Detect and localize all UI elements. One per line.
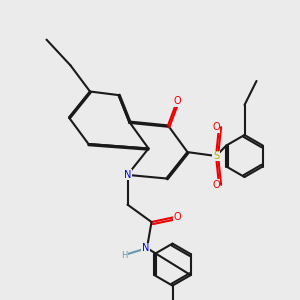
Text: O: O [173, 212, 181, 222]
Text: O: O [173, 96, 181, 106]
Text: O: O [212, 122, 220, 133]
Text: N: N [142, 243, 149, 253]
Text: O: O [212, 179, 220, 190]
Text: S: S [213, 151, 219, 161]
Text: H: H [121, 250, 128, 260]
Text: N: N [124, 170, 131, 180]
